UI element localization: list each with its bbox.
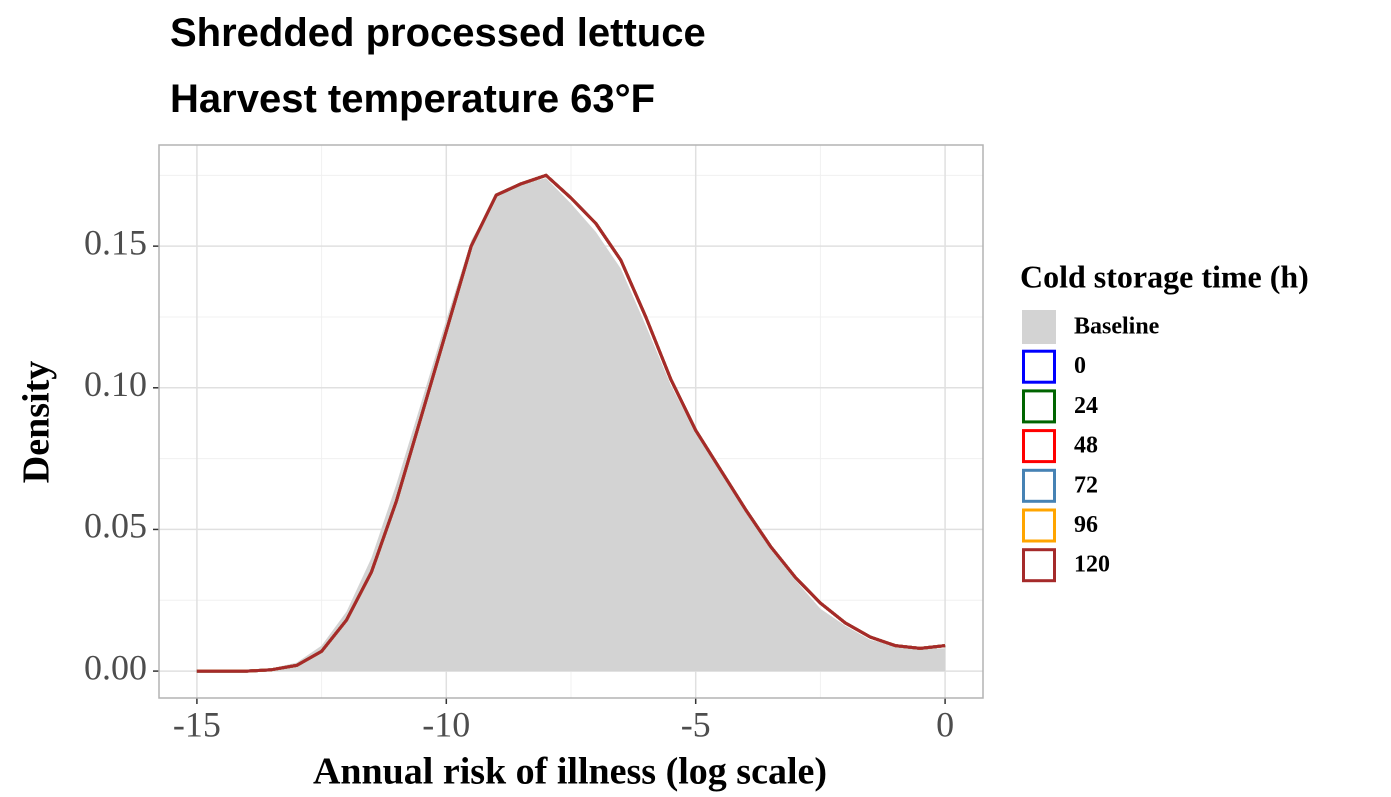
legend-key xyxy=(1022,508,1056,543)
legend-label: 24 xyxy=(1074,393,1098,419)
legend-label: 48 xyxy=(1074,433,1098,459)
chart-title: Shredded processed lettuce xyxy=(170,11,706,55)
y-tick-label: 0.15 xyxy=(84,222,147,262)
y-tick-label: 0.00 xyxy=(84,647,147,687)
x-axis-label: Annual risk of illness (log scale) xyxy=(313,751,827,793)
legend-key xyxy=(1022,548,1056,583)
legend-label: 72 xyxy=(1074,472,1098,498)
density-area xyxy=(196,178,946,672)
y-tick-label: 0.10 xyxy=(84,364,147,404)
panel-border xyxy=(158,144,984,699)
x-tick-label: -5 xyxy=(681,704,711,744)
density-line xyxy=(196,173,946,673)
legend-title: Cold storage time (h) xyxy=(1020,258,1309,294)
x-tick-label: -10 xyxy=(422,704,470,744)
x-tick-label: -15 xyxy=(173,704,221,744)
legend-label: 120 xyxy=(1074,552,1110,578)
legend-key xyxy=(1022,349,1056,384)
legend-key xyxy=(1022,310,1056,344)
legend-label: 0 xyxy=(1074,353,1086,379)
x-tick-label: 0 xyxy=(936,704,954,744)
y-tick-label: 0.05 xyxy=(84,506,147,546)
legend-key xyxy=(1022,389,1056,424)
chart-title: Harvest temperature 63°F xyxy=(170,77,655,121)
legend-label: Baseline xyxy=(1074,314,1160,340)
y-axis-label: Density xyxy=(16,361,58,483)
legend-label: 96 xyxy=(1074,512,1098,538)
legend-key xyxy=(1022,429,1056,464)
legend-key xyxy=(1022,468,1056,503)
